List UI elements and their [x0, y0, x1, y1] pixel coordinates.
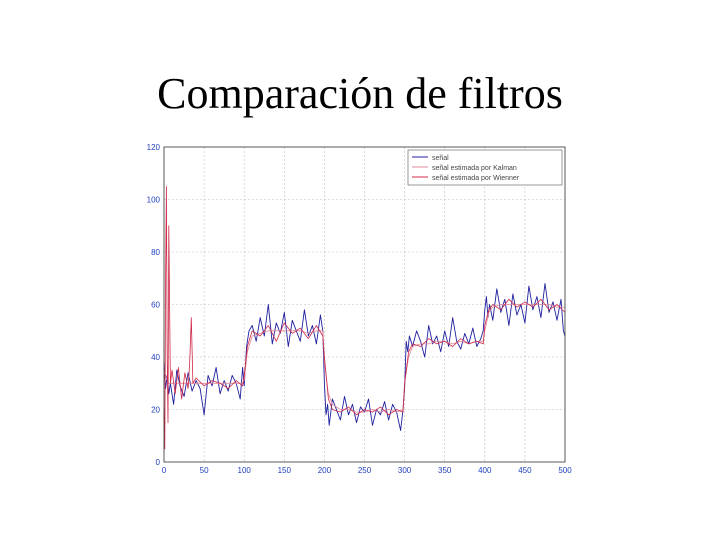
y-tick-label: 20 [151, 406, 160, 415]
plot-frame [163, 146, 566, 463]
x-tick-label: 300 [398, 466, 412, 475]
legend-entry: señal [432, 155, 449, 162]
y-tick-label: 80 [151, 248, 160, 257]
x-tick-labels: 0 50 100 150 200 250 300 350 400 450 500 [162, 466, 572, 475]
y-tick-label: 40 [151, 353, 160, 362]
x-tick-label: 50 [200, 466, 209, 475]
x-tick-label: 100 [238, 466, 252, 475]
slide-title: Comparación de filtros [157, 69, 563, 118]
x-tick-label: 350 [438, 466, 452, 475]
legend-entry: señal estimada por Wienner [432, 175, 520, 182]
y-tick-labels: 0 20 40 60 80 100 120 [147, 143, 161, 467]
x-tick-label: 150 [278, 466, 292, 475]
y-tick-label: 0 [156, 458, 161, 467]
legend-box [407, 149, 563, 186]
x-tick-label: 500 [558, 466, 572, 475]
series-line-3 [163, 185, 566, 450]
series-line-1 [163, 283, 566, 431]
legend-entry: señal estimada por Kalman [432, 165, 517, 172]
legend: señal señal estimada por Kalman señal esti… [407, 149, 563, 186]
x-tick-label: 400 [478, 466, 492, 475]
x-tick-label: 200 [318, 466, 332, 475]
series-line-2 [163, 304, 565, 413]
y-tick-label: 100 [147, 196, 161, 205]
series-lines [163, 185, 566, 450]
x-tick-label: 250 [358, 466, 372, 475]
x-tick-label: 450 [518, 466, 532, 475]
y-tick-label: 60 [151, 301, 160, 310]
y-tick-label: 120 [147, 143, 161, 152]
x-tick-label: 0 [162, 466, 167, 475]
